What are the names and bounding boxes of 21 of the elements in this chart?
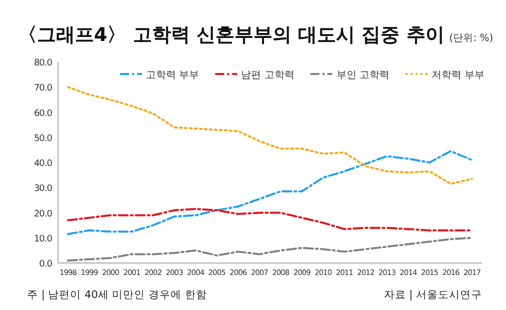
line-series: [67, 150, 473, 236]
line-series: [67, 236, 473, 262]
y-tick-label: 0.0: [39, 260, 53, 270]
y-tick-label: 40.0: [34, 159, 53, 169]
y-tick-label: 30.0: [34, 184, 53, 194]
y-tick-label: 80.0: [34, 58, 53, 68]
legend-label: 고학력 부부: [146, 70, 200, 81]
line-series: [67, 86, 473, 185]
y-tick-label: 20.0: [34, 209, 53, 220]
text: 주 | 남편이 40세 미만인 경우에 한함: [27, 289, 207, 301]
y-tick-label: 60.0: [34, 108, 53, 119]
text: 자료 | 서울도시연구: [384, 289, 482, 301]
line-series: [67, 208, 473, 232]
chart-title: 〈그래프4〉 고학력 신혼부부의 대도시 집중 추이: [18, 24, 444, 46]
y-tick-label: 50.0: [34, 134, 53, 144]
y-tick-label: 70.0: [34, 84, 53, 94]
chart-subtitle: (단위: %): [449, 33, 494, 44]
legend-label: 부인 고학력: [336, 70, 390, 81]
legend-label: 남편 고학력: [241, 70, 294, 81]
y-tick-label: 10.0: [34, 234, 53, 244]
legend-label: 저학력 부부: [432, 70, 485, 81]
